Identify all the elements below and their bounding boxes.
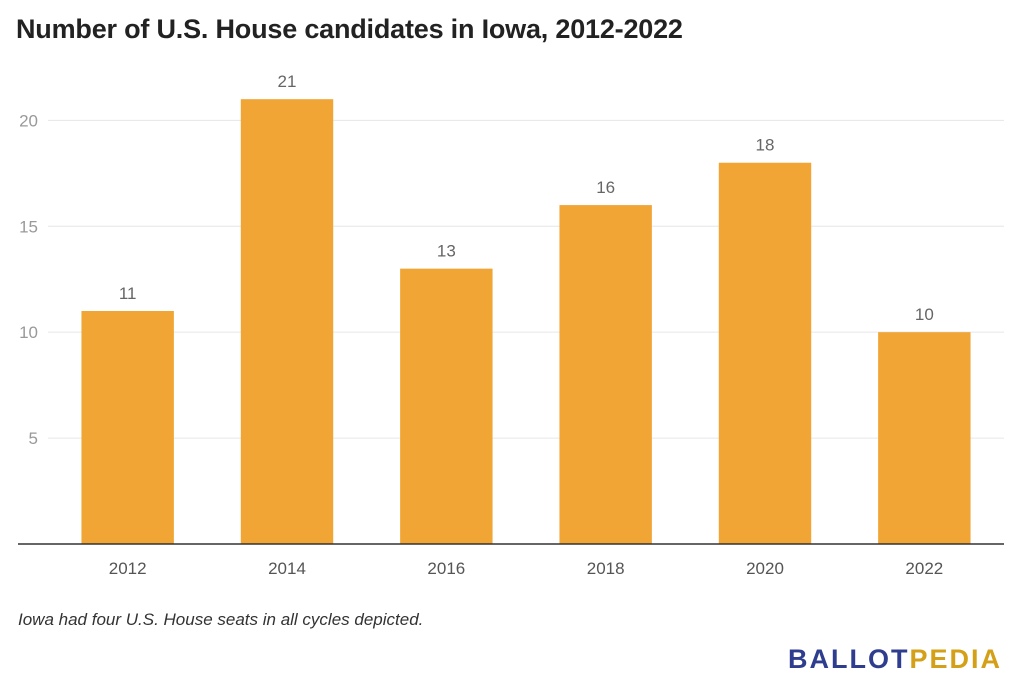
bar bbox=[878, 332, 971, 544]
bars bbox=[81, 99, 971, 544]
x-tick-label: 2018 bbox=[587, 559, 625, 578]
y-tick-label: 20 bbox=[19, 111, 38, 130]
data-label: 13 bbox=[437, 242, 456, 261]
data-label: 16 bbox=[596, 178, 615, 197]
x-tick-label: 2012 bbox=[109, 559, 147, 578]
data-labels: 11 21 13 16 18 10 bbox=[119, 72, 934, 324]
y-tick-label: 5 bbox=[29, 429, 38, 448]
x-tick-label: 2022 bbox=[905, 559, 943, 578]
x-tick-label: 2014 bbox=[268, 559, 306, 578]
data-label: 11 bbox=[119, 284, 137, 303]
bar bbox=[240, 99, 334, 544]
y-tick-label: 10 bbox=[19, 323, 38, 342]
bar-chart: 5 10 15 20 11 21 13 16 18 10 2012 2014 2016 2018 202… bbox=[18, 72, 1004, 578]
y-axis-ticks: 5 10 15 20 bbox=[19, 111, 38, 448]
gridlines bbox=[48, 119, 1004, 439]
bar bbox=[400, 268, 493, 544]
ballotpedia-logo: BALLOTPEDIA bbox=[788, 644, 1002, 675]
footnote: Iowa had four U.S. House seats in all cy… bbox=[18, 610, 424, 629]
x-tick-label: 2020 bbox=[746, 559, 784, 578]
data-label: 10 bbox=[915, 305, 934, 324]
bar bbox=[559, 205, 652, 544]
x-axis-ticks: 2012 2014 2016 2018 2020 2022 bbox=[109, 559, 943, 578]
bar bbox=[81, 311, 174, 544]
data-label: 21 bbox=[278, 72, 297, 91]
logo-part-pedia: PEDIA bbox=[909, 644, 1002, 674]
y-tick-label: 15 bbox=[19, 217, 38, 236]
logo-part-ballot: BALLOT bbox=[787, 644, 910, 674]
x-tick-label: 2016 bbox=[427, 559, 465, 578]
chart-title: Number of U.S. House candidates in Iowa,… bbox=[16, 14, 683, 44]
data-label: 18 bbox=[756, 136, 775, 155]
bar bbox=[718, 162, 812, 544]
